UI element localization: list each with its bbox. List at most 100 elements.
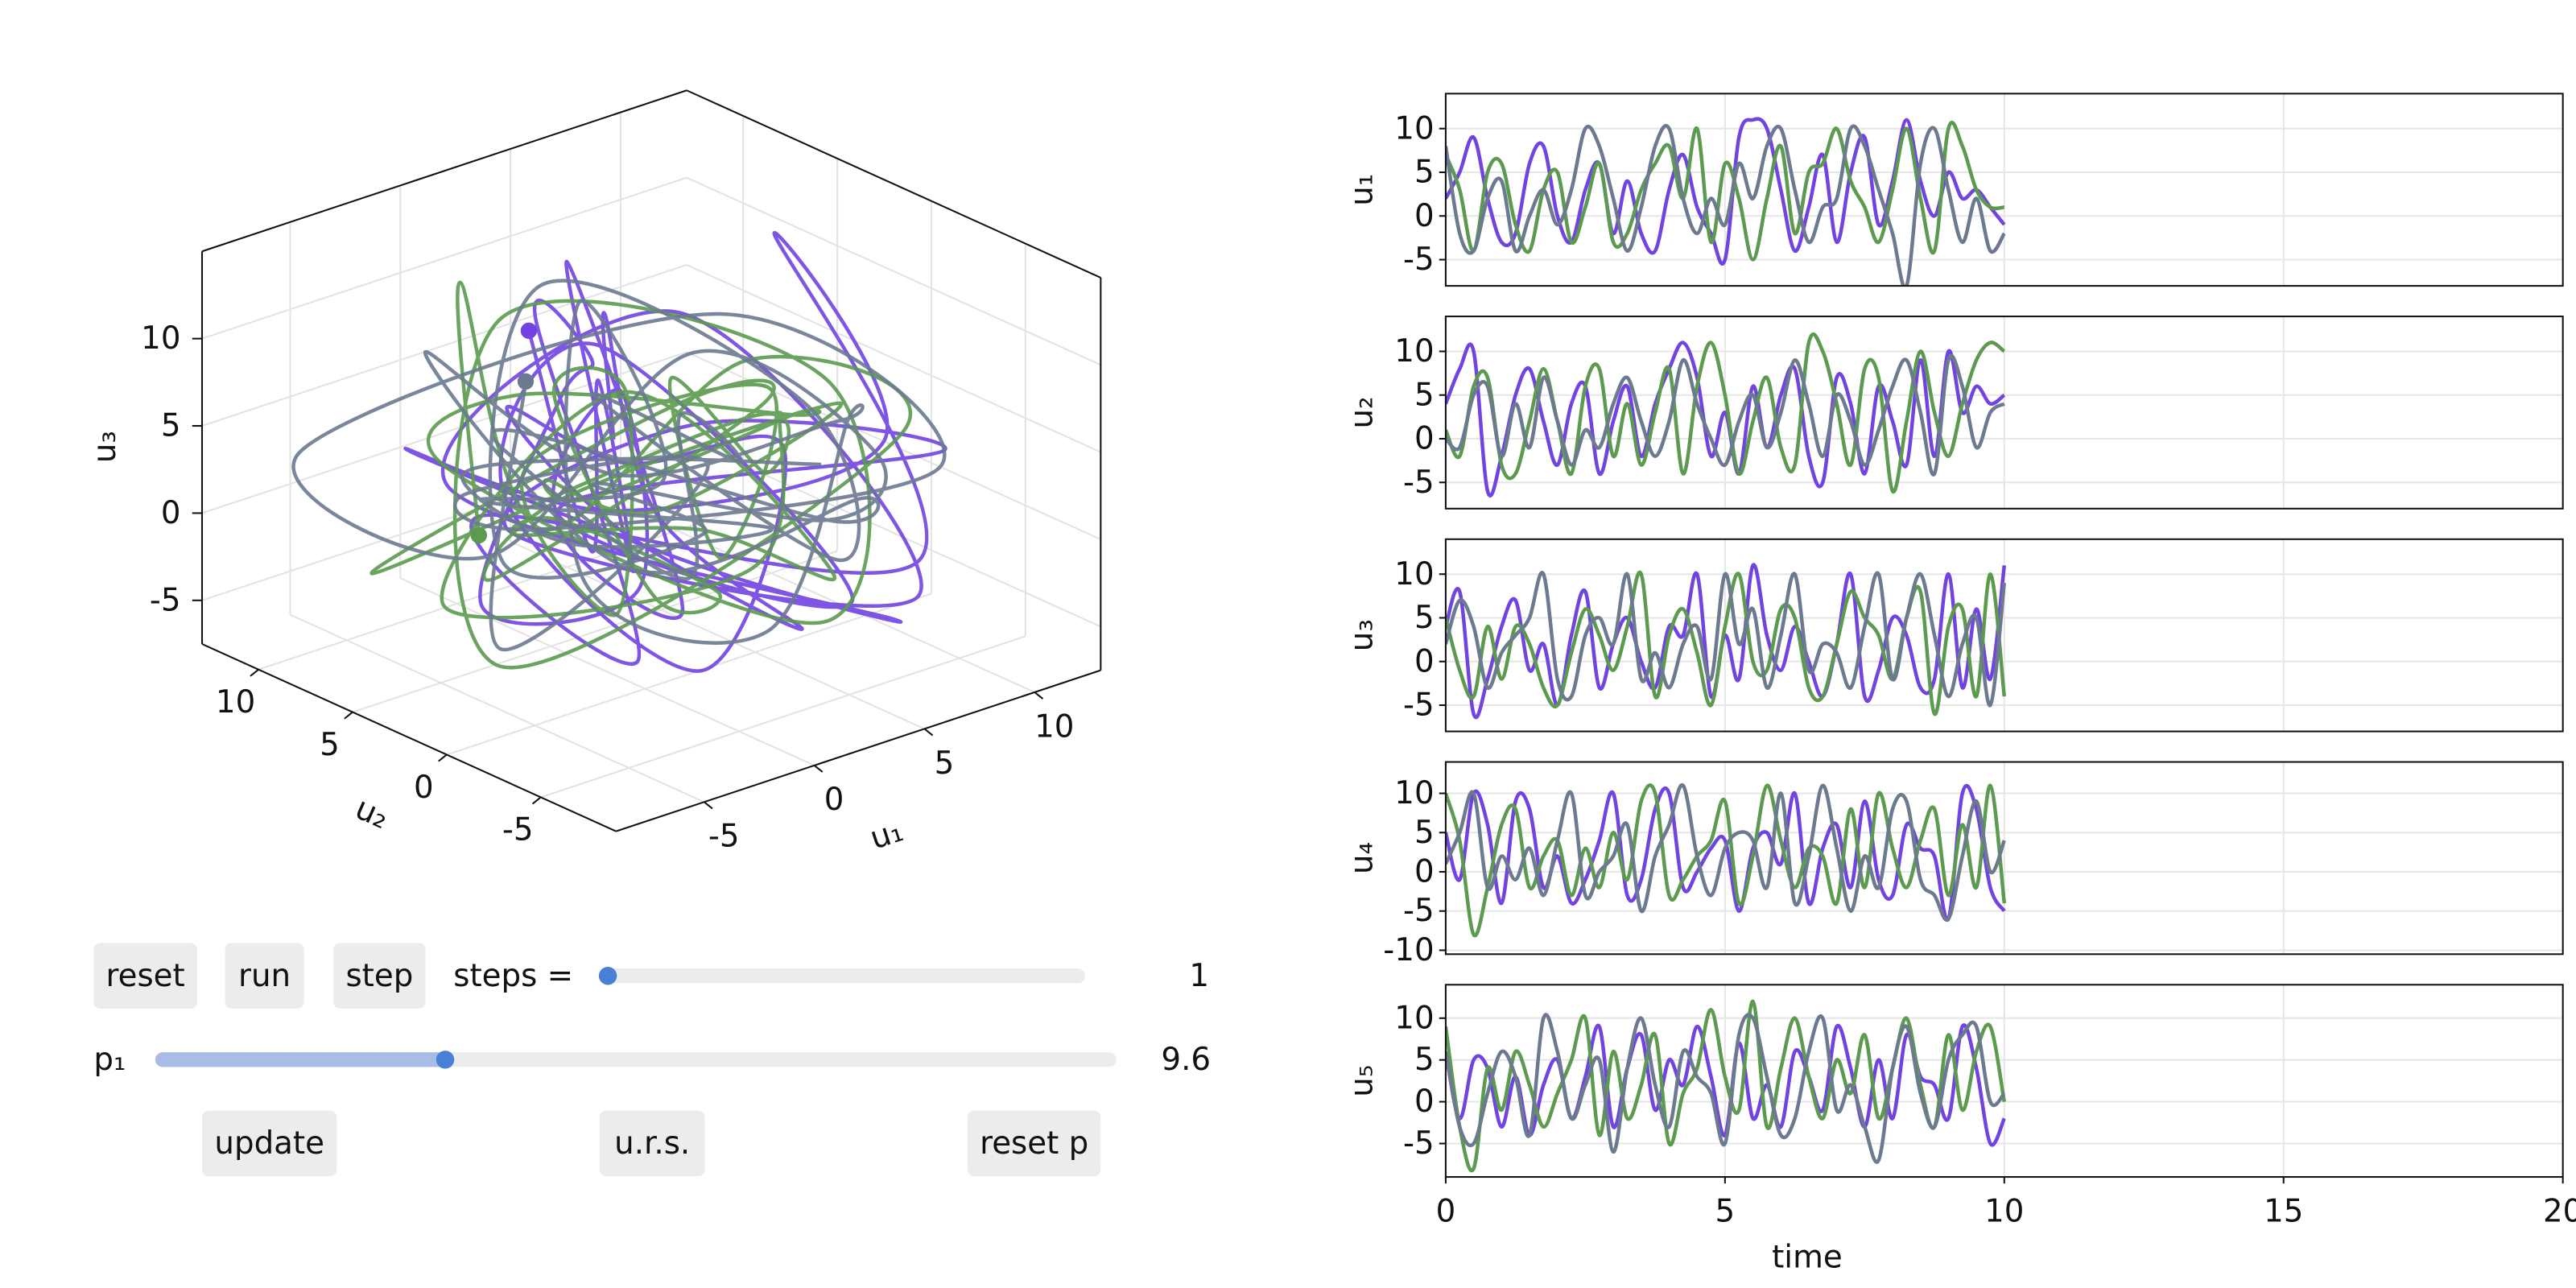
reset-button[interactable]: reset [93, 943, 197, 1009]
y-tick-label: 5 [1414, 1042, 1435, 1078]
button-bg [968, 1110, 1101, 1177]
y-axis-label: u₁ [1344, 174, 1380, 206]
slider-label: steps = [453, 958, 573, 994]
run-button[interactable]: run [225, 943, 304, 1009]
x-axis-label: time [1772, 1240, 1843, 1276]
plot-frame [1444, 761, 2564, 956]
y-tick-label: 0 [414, 770, 434, 806]
grid-line [399, 577, 815, 766]
slider-value: 1 [1189, 958, 1209, 994]
plot-frame [1444, 93, 2564, 287]
y-tick-label: -5 [1403, 893, 1435, 929]
button-bg [225, 943, 304, 1009]
series-group [1445, 783, 2007, 938]
tick-mark [1034, 691, 1044, 700]
y-tick-label: 10 [1394, 556, 1434, 592]
plot-frame [1444, 538, 2564, 733]
button-label: u.r.s. [614, 1125, 690, 1162]
update-button[interactable]: update [202, 1110, 337, 1177]
grid-line [686, 264, 1101, 453]
button-bg [599, 1110, 705, 1177]
x-tick-label: 10 [1984, 1193, 2024, 1229]
y-tick-label: 10 [1394, 775, 1434, 811]
button-bg [93, 943, 197, 1009]
x-tick-label: 5 [1715, 1193, 1736, 1229]
series-line [1445, 783, 2007, 938]
x-tick-label: 5 [935, 745, 955, 782]
button-label: run [238, 958, 291, 994]
z-tick-label: 0 [161, 495, 181, 531]
y-tick-label: -10 [1383, 932, 1434, 968]
plot-frame [1444, 316, 2564, 510]
plot-frame [1444, 984, 2564, 1179]
urs-button[interactable]: u.r.s. [599, 1110, 705, 1177]
y-axis-label: u₃ [1344, 619, 1380, 651]
x-tick-label: 15 [2264, 1193, 2303, 1229]
y-tick-label: 10 [216, 684, 255, 720]
grid-line [258, 507, 744, 671]
grid-line [620, 504, 1035, 693]
trajectory-3d [403, 231, 947, 673]
series-line [1445, 999, 2007, 1173]
button-label: update [214, 1125, 324, 1162]
tick-mark [250, 668, 259, 677]
trajectory-3d [369, 280, 912, 670]
axis-frame [201, 643, 617, 832]
y-tick-label: 0 [1414, 643, 1435, 679]
y-tick-label: -5 [1403, 464, 1435, 501]
y-tick-label: 10 [1394, 1000, 1434, 1036]
slider-label: p₁ [93, 1042, 126, 1078]
z-axis-label: u₃ [87, 431, 123, 463]
steps-slider[interactable] [598, 967, 1085, 985]
series-line [1445, 563, 2007, 720]
series-line [1445, 121, 2005, 262]
step-button[interactable]: step [333, 943, 426, 1009]
tick-mark [344, 711, 353, 720]
grid-line [540, 635, 1026, 799]
trajectory-3d [291, 279, 947, 652]
button-bg [202, 1110, 337, 1177]
y-tick-label: 5 [1414, 377, 1435, 413]
x-tick-label: 0 [824, 782, 844, 818]
y-axis-label: u₂ [350, 791, 394, 836]
series-group [1445, 563, 2007, 720]
series-line [1445, 353, 2005, 477]
slider-knob[interactable] [436, 1051, 455, 1069]
grid-line [686, 176, 1101, 366]
y-tick-label: -5 [1403, 1125, 1435, 1162]
state-marker [470, 526, 488, 544]
axis-frame [686, 89, 1101, 279]
tick-mark [531, 796, 542, 805]
y-tick-label: -5 [502, 812, 534, 848]
series-line [1445, 124, 2006, 287]
y-axis-label: u₂ [1344, 396, 1380, 428]
slider-knob[interactable] [598, 967, 617, 985]
slider-value: 9.6 [1161, 1042, 1211, 1078]
series-group [1445, 999, 2007, 1173]
button-label: step [345, 958, 413, 994]
p-slider[interactable] [155, 1051, 1117, 1069]
series-group [1445, 332, 2006, 498]
state-marker [517, 373, 535, 390]
x-tick-label: 20 [2543, 1193, 2576, 1229]
y-tick-label: 0 [1414, 421, 1435, 457]
tick-mark [923, 728, 934, 737]
tick-mark [704, 801, 713, 810]
reset-p-button[interactable]: reset p [968, 1110, 1101, 1177]
x-axis-label: u₁ [865, 812, 907, 857]
grid-line [686, 438, 1101, 628]
axis-frame [615, 669, 1101, 832]
series-group [1445, 117, 2006, 287]
grid-line [201, 264, 687, 427]
y-axis-label: u₅ [1344, 1065, 1380, 1097]
series-line [1445, 117, 2006, 266]
series-line [1445, 783, 2006, 923]
grid-line [290, 613, 705, 803]
button-label: reset [106, 958, 185, 994]
y-tick-label: 0 [1414, 854, 1435, 890]
series-line [1445, 332, 2006, 494]
y-tick-label: 5 [1414, 815, 1435, 851]
y-axis-label: u₄ [1344, 842, 1380, 874]
state-marker [520, 322, 538, 340]
